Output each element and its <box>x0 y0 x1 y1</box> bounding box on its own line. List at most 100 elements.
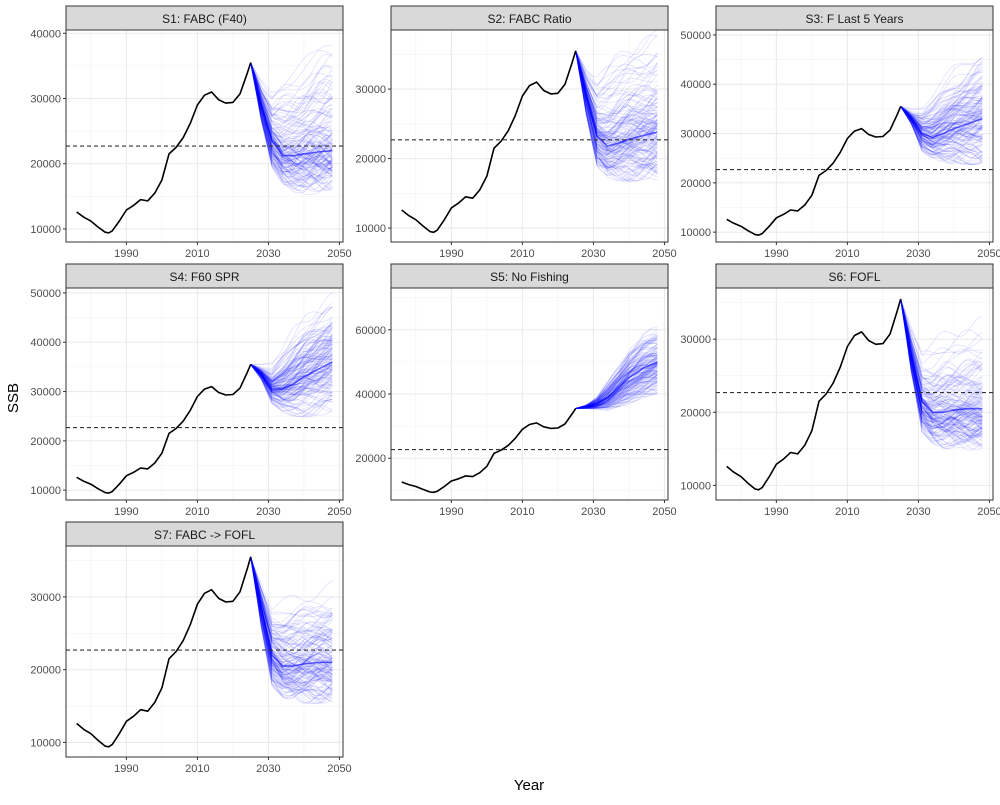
projection-line <box>575 339 658 409</box>
projection-line <box>250 364 333 396</box>
projection-line <box>250 62 333 168</box>
projection-line <box>900 106 983 153</box>
projection-line <box>250 343 333 383</box>
projection-line <box>575 373 658 409</box>
projection-line <box>900 298 983 432</box>
projection-line <box>575 336 658 409</box>
projection-line <box>900 106 983 153</box>
projection-line <box>250 364 333 405</box>
projection-line <box>250 305 333 371</box>
projection-line <box>900 61 983 120</box>
facet-panel: S2: FABC Ratio 1990 2010 2030 2050 10000 20000… <box>355 5 677 260</box>
projection-line <box>250 302 333 369</box>
x-tick-label: 2030 <box>256 248 280 260</box>
projection-line <box>575 50 658 125</box>
projection-line <box>250 326 333 382</box>
projection-line <box>900 298 983 436</box>
projection-line <box>250 62 333 179</box>
projection-line <box>900 298 983 432</box>
projection-line <box>250 62 333 177</box>
projection-line <box>250 556 333 627</box>
projection-line <box>250 62 333 113</box>
projection-line <box>250 556 333 684</box>
projection-line <box>575 380 658 409</box>
panel-background <box>716 30 993 242</box>
projection-line <box>575 392 658 411</box>
projection-line <box>900 106 983 153</box>
projection-line <box>575 347 658 409</box>
projection-line <box>250 62 333 188</box>
facet-strip <box>715 263 994 289</box>
projection-line <box>250 62 333 171</box>
panel-border <box>715 29 994 243</box>
projection-line <box>575 50 658 182</box>
projection-line <box>900 57 983 115</box>
projection-line <box>900 87 983 121</box>
projection-line <box>250 352 333 384</box>
projection-line <box>250 556 333 633</box>
projection-line <box>575 338 658 409</box>
projection-line <box>250 556 333 647</box>
projection-line <box>250 324 333 379</box>
projection-line <box>250 317 333 372</box>
projection-line <box>575 371 658 409</box>
projection-line <box>900 106 983 159</box>
projection-line <box>250 556 333 617</box>
projection-line <box>250 364 333 396</box>
projection-line <box>250 364 333 395</box>
projection-line <box>575 50 658 118</box>
projection-line <box>575 50 658 128</box>
projection-line <box>900 298 983 409</box>
projection-line <box>900 298 983 385</box>
projection-line <box>900 298 983 438</box>
projection-line <box>900 298 983 437</box>
projection-line <box>250 556 333 682</box>
projection-line <box>900 298 983 396</box>
projection-line <box>575 50 658 124</box>
projection-line <box>250 62 333 150</box>
projection-line <box>250 364 333 393</box>
projection-line <box>900 103 983 133</box>
projection-line <box>900 298 983 379</box>
projection-line <box>575 346 658 409</box>
projection-line <box>250 62 333 174</box>
projection-line <box>250 62 333 129</box>
projection-line <box>250 364 333 399</box>
projection-line <box>900 298 983 421</box>
projection-line <box>250 62 333 151</box>
projection-line <box>250 62 333 191</box>
projection-line <box>575 50 658 180</box>
projection-line <box>900 106 983 143</box>
facet-panel: S7: FABC -> FOFL 1990 2010 2030 2050 10000 200… <box>30 521 352 775</box>
projection-line <box>250 364 333 401</box>
projection-line <box>900 81 983 123</box>
projection-line <box>900 106 983 139</box>
projection-line <box>250 53 333 100</box>
y-tick-label: 30000 <box>355 84 386 96</box>
projection-line <box>250 62 333 150</box>
projection-line <box>900 97 983 128</box>
x-tick-label: 2010 <box>510 506 534 518</box>
projection-line <box>575 374 658 409</box>
projection-line <box>250 62 333 135</box>
projection-line <box>575 377 658 409</box>
projection-line <box>900 68 983 115</box>
projection-line <box>250 364 333 409</box>
projection-line <box>575 50 658 117</box>
projection-line <box>900 96 983 130</box>
projection-line <box>250 364 333 399</box>
projection-line <box>250 62 333 120</box>
projection-line <box>575 374 658 409</box>
projection-line <box>250 335 333 381</box>
projection-line <box>250 322 333 382</box>
projection-line <box>900 298 983 429</box>
projection-line <box>250 62 333 192</box>
projection-line <box>575 50 658 98</box>
projection-line <box>900 106 983 157</box>
projection-line <box>250 556 333 683</box>
projection-line <box>575 345 658 409</box>
projection-line <box>900 298 983 428</box>
projection-line <box>250 336 333 383</box>
projection-line <box>575 375 658 409</box>
